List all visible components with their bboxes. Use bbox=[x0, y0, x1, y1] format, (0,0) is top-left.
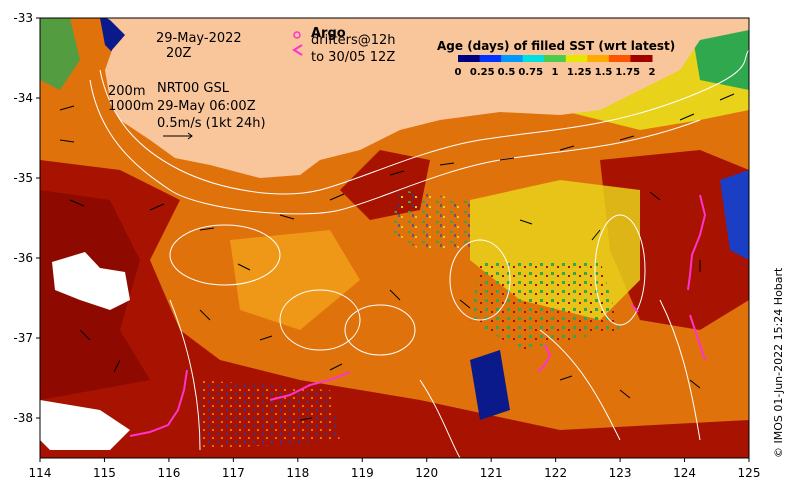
colorbar-title: Age (days) of filled SST (wrt latest) bbox=[437, 39, 675, 53]
lat-tick-label: -35 bbox=[13, 171, 33, 185]
colorbar-tick-label: 0.25 bbox=[470, 67, 495, 78]
lon-tick-label: 120 bbox=[415, 466, 438, 480]
colorbar-swatch bbox=[458, 55, 481, 62]
lon-tick-label: 116 bbox=[157, 466, 180, 480]
lon-tick-label: 115 bbox=[93, 466, 116, 480]
lon-tick-label: 125 bbox=[738, 466, 761, 480]
colorbar-tick-label: 1 bbox=[552, 67, 559, 78]
lat-tick-label: -34 bbox=[13, 91, 33, 105]
lon-tick-label: 119 bbox=[351, 466, 374, 480]
colorbar: 0 0.25 0.5 0.75 1 1.25 1.5 1.75 2 bbox=[455, 55, 656, 78]
colorbar-swatch bbox=[608, 55, 631, 62]
contour-200-label: 200m bbox=[108, 84, 146, 99]
lon-tick-label: 123 bbox=[609, 466, 632, 480]
lon-tick-label: 121 bbox=[480, 466, 503, 480]
current-vectors bbox=[59, 93, 735, 421]
contour-1000-label: 1000m bbox=[108, 99, 154, 114]
mixed-age-speckle-1 bbox=[390, 190, 470, 250]
colorbar-tick-label: 1.5 bbox=[595, 67, 613, 78]
bathymetry-contours bbox=[89, 49, 749, 458]
lon-tick-label: 118 bbox=[286, 466, 309, 480]
lon-tick-label: 122 bbox=[544, 466, 567, 480]
lat-tick-label: -38 bbox=[13, 411, 33, 425]
blue-patch-south bbox=[470, 350, 510, 420]
colorbar-tick-label: 0.75 bbox=[518, 67, 543, 78]
lat-tick-label: -37 bbox=[13, 331, 33, 345]
mixed-age-speckle-3 bbox=[200, 380, 340, 450]
map-field bbox=[40, 18, 749, 458]
velocity-scale-arrow bbox=[163, 132, 193, 140]
argo-label: Argo bbox=[311, 26, 346, 41]
plot-frame bbox=[39, 17, 750, 459]
colorbar-swatch bbox=[630, 55, 653, 62]
longitude-axis: 114 115 116 117 118 119 120 121 122 123 124 125 bbox=[29, 458, 761, 480]
argo-marker-icon bbox=[293, 31, 301, 39]
model-time-label: 29-May 06:00Z bbox=[157, 99, 256, 114]
latitude-axis: -33 -34 -35 -36 -37 -38 bbox=[13, 11, 40, 425]
green-patch-nw bbox=[40, 18, 80, 90]
lat-tick-label: -36 bbox=[13, 251, 33, 265]
lat-tick-label: -33 bbox=[13, 11, 33, 25]
colorbar-swatch bbox=[501, 55, 524, 62]
colorbar-swatch bbox=[479, 55, 502, 62]
lon-tick-label: 124 bbox=[673, 466, 696, 480]
date-label: 29-May-2022 bbox=[156, 31, 242, 46]
mixed-age-speckle-2 bbox=[470, 260, 620, 350]
colorbar-swatch bbox=[522, 55, 545, 62]
colorbar-tick-label: 1.25 bbox=[567, 67, 592, 78]
scale-label: 0.5m/s (1kt 24h) bbox=[157, 116, 266, 131]
model-label: NRT00 GSL bbox=[157, 81, 229, 96]
lon-tick-label: 117 bbox=[222, 466, 245, 480]
drifter-tracks bbox=[129, 194, 707, 437]
blue-patch-east bbox=[720, 170, 749, 260]
drifters-label: drifters@12h bbox=[311, 33, 396, 48]
colorbar-tick-label: 2 bbox=[649, 67, 656, 78]
mid-sst-patch bbox=[230, 230, 360, 330]
colorbar-tick-label: 0.5 bbox=[498, 67, 516, 78]
colorbar-swatch bbox=[587, 55, 610, 62]
no-data-patch-2 bbox=[40, 400, 130, 450]
time-label: 20Z bbox=[166, 46, 192, 61]
drifters-to-label: to 30/05 12Z bbox=[311, 50, 396, 65]
colorbar-tick-label: 1.75 bbox=[615, 67, 640, 78]
colorbar-tick-label: 0 bbox=[455, 67, 462, 78]
credit-label: © IMOS 01-Jun-2022 15:24 Hobart bbox=[772, 267, 785, 458]
colorbar-swatch bbox=[544, 55, 567, 62]
no-data-patch-1 bbox=[52, 252, 130, 310]
lon-tick-label: 114 bbox=[29, 466, 52, 480]
colorbar-swatch bbox=[565, 55, 588, 62]
drifter-arrow-icon bbox=[292, 44, 303, 56]
